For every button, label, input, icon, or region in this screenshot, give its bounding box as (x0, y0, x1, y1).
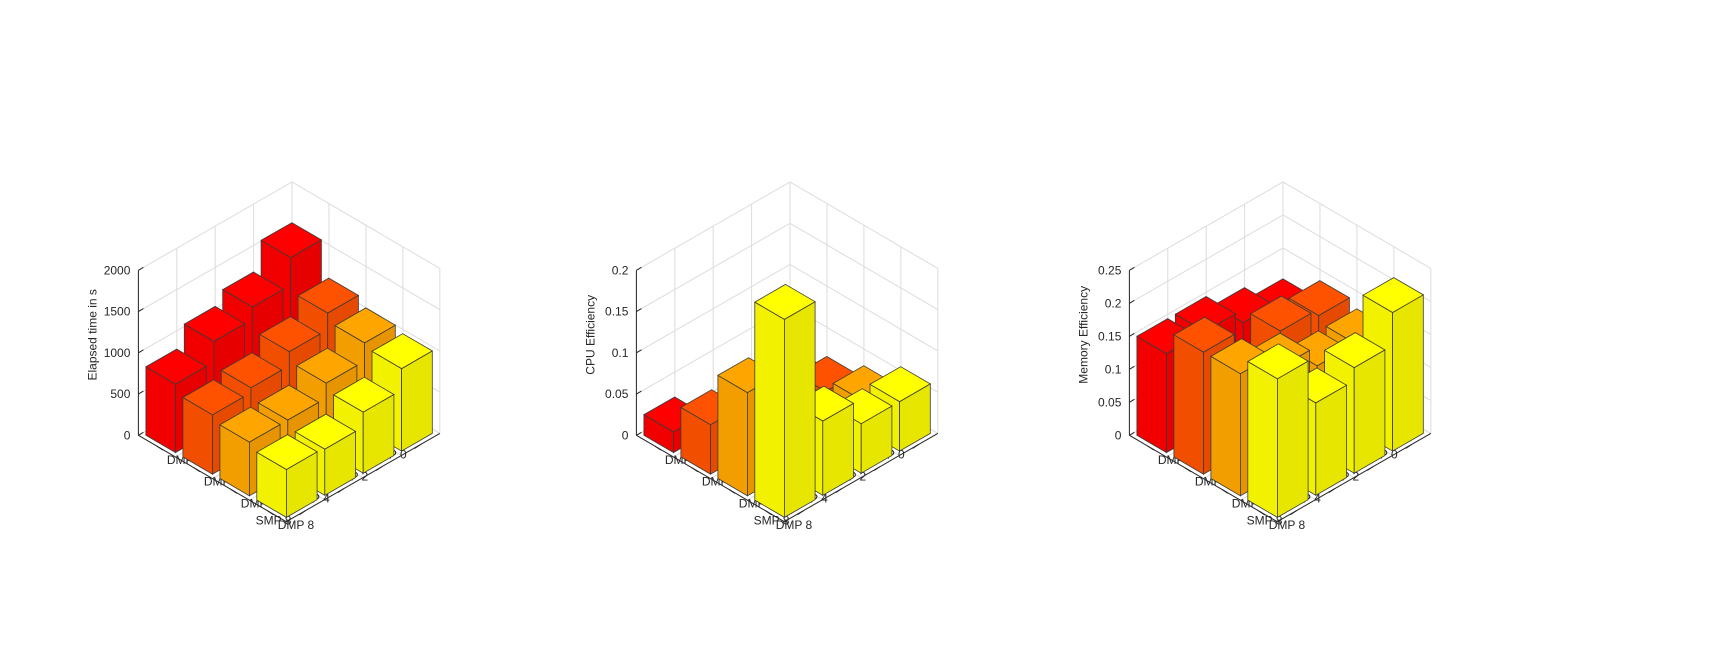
z-tick-label: 1000 (104, 346, 131, 360)
z-tick (138, 308, 144, 312)
col-label: DMP 8 (278, 518, 315, 532)
z-tick-label: 0.15 (605, 305, 629, 319)
z-tick-label: 0 (124, 428, 131, 442)
z-tick (1129, 266, 1135, 271)
bars (1136, 277, 1425, 519)
z-tick-label: 0.1 (1105, 362, 1122, 376)
z-tick (138, 390, 144, 395)
axes: 0 0.05 0.1 0.15 0.2 0.25 Memory Efficiency SMP … (1076, 263, 1432, 532)
chart-3: 0 0.05 0.1 0.15 0.2 0.25 Memory Efficiency SMP … (1076, 181, 1432, 532)
z-tick (1129, 332, 1135, 337)
z-tick (138, 431, 144, 436)
bar (256, 434, 318, 519)
z-axis-label: Elapsed time in s (85, 289, 99, 380)
z-tick-label: 1500 (104, 305, 131, 319)
z-tick (1129, 431, 1135, 436)
col-label: DMP 8 (776, 518, 813, 532)
z-axis-label: CPU Efficiency (583, 295, 597, 375)
z-tick-label: 0.2 (1105, 296, 1122, 310)
z-tick-label: 500 (110, 387, 130, 401)
z-tick-label: 0.05 (605, 387, 629, 401)
z-tick-label: 0.1 (612, 346, 629, 360)
z-tick (138, 266, 144, 271)
row-label: SMP 8 (256, 514, 292, 528)
z-tick (1129, 365, 1135, 370)
bars (643, 283, 932, 519)
z-tick (636, 390, 642, 395)
row-label: SMP 8 (754, 514, 790, 528)
z-tick-label: 0.05 (1098, 395, 1122, 409)
z-tick (636, 431, 642, 436)
z-tick (1129, 398, 1135, 403)
z-tick (1129, 299, 1135, 304)
row-label: SMP 8 (1247, 514, 1283, 528)
z-tick-label: 0.15 (1098, 329, 1122, 343)
z-tick-label: 0.2 (612, 263, 629, 277)
bar (1247, 343, 1309, 519)
z-tick-label: 0 (622, 428, 629, 442)
z-tick (636, 349, 642, 354)
z-tick-label: 0 (1115, 428, 1122, 442)
z-tick (636, 308, 642, 312)
bar (754, 283, 816, 519)
col-label: DMP 8 (1269, 518, 1306, 532)
z-tick (138, 349, 144, 354)
bars (145, 222, 434, 519)
z-axis-label: Memory Efficiency (1076, 286, 1090, 384)
z-tick-label: 2000 (104, 263, 131, 277)
z-tick-label: 0.25 (1098, 263, 1122, 277)
z-tick (636, 266, 642, 271)
